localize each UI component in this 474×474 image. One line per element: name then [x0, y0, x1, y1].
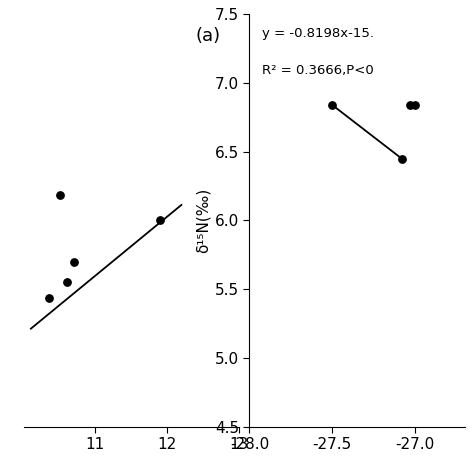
Point: [56, 191, 64, 199]
Point: [63, 278, 71, 286]
Point: [406, 101, 414, 109]
Point: [411, 101, 419, 109]
Y-axis label: δ¹⁵N(‰): δ¹⁵N(‰): [196, 188, 210, 253]
Text: y = -0.8198x-15.: y = -0.8198x-15.: [263, 27, 374, 40]
Point: [70, 258, 78, 265]
Point: [45, 294, 53, 301]
Text: (a): (a): [196, 27, 221, 45]
Point: [398, 155, 405, 163]
Text: R² = 0.3666,P<0: R² = 0.3666,P<0: [263, 64, 374, 77]
Point: [156, 217, 164, 224]
Point: [328, 101, 336, 109]
